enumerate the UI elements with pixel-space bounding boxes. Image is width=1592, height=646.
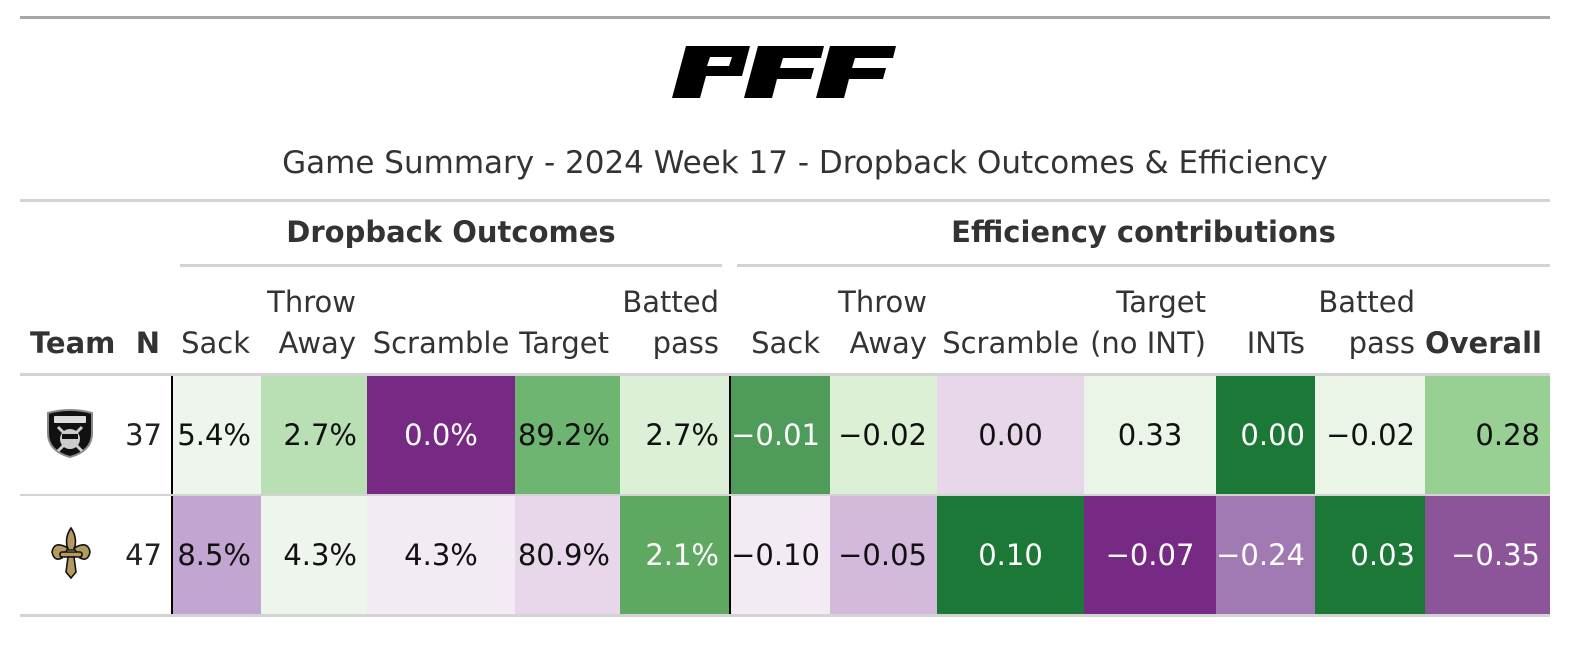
col-header-label-line1: Batted (1315, 282, 1415, 323)
col-header-label-line1: Throw (250, 282, 356, 323)
cell-outcome-sack: 8.5% (173, 496, 261, 614)
col-header-label: Target (515, 323, 609, 364)
col-header-label: Sack (731, 323, 820, 364)
col-header-label: Sack (172, 323, 250, 364)
col-header-label-line2: Away (820, 323, 927, 364)
saints-logo (48, 526, 94, 580)
cell-eff-target-no-int: 0.33 (1084, 376, 1216, 494)
col-header-label: INTs (1216, 323, 1305, 364)
col-header-label-line1: Target (1084, 282, 1206, 323)
cell-outcome-batted-pass: 2.1% (620, 496, 729, 614)
cell-eff-batted-pass: 0.03 (1315, 496, 1425, 614)
cell-eff-sack: −0.01 (731, 376, 830, 494)
cell-outcome-throw-away: 2.7% (261, 376, 367, 494)
spanner-rule-efficiency (737, 264, 1550, 267)
col-header-eff-batted-pass: Batted pass (1315, 278, 1415, 364)
col-header-label-line1: Throw (820, 282, 927, 323)
cell-n: 47 (112, 496, 172, 614)
spanner-rule-outcomes (180, 264, 722, 267)
pff-logo (672, 46, 896, 102)
cell-eff-overall: −0.35 (1425, 496, 1550, 614)
cell-eff-scramble: 0.10 (937, 496, 1084, 614)
col-header-eff-sack: Sack (731, 278, 820, 364)
cell-eff-sack: −0.10 (731, 496, 830, 614)
col-header-label-line2: (no INT) (1084, 323, 1206, 364)
cell-outcome-batted-pass: 2.7% (620, 376, 729, 494)
cell-outcome-target: 80.9% (515, 496, 620, 614)
cell-eff-throw-away: −0.05 (830, 496, 937, 614)
col-header-label-line2: Away (250, 323, 356, 364)
cell-eff-target-no-int: −0.07 (1084, 496, 1216, 614)
cell-eff-ints: −0.24 (1216, 496, 1315, 614)
col-header-eff-ints: INTs (1216, 278, 1305, 364)
row-rule (20, 494, 1550, 496)
title-rule (20, 199, 1550, 202)
cell-eff-overall: 0.28 (1425, 376, 1550, 494)
cell-outcome-throw-away: 4.3% (261, 496, 367, 614)
col-header-outcome-target: Target (515, 278, 609, 364)
bottom-rule (20, 614, 1550, 617)
cell-eff-batted-pass: −0.02 (1315, 376, 1425, 494)
col-header-eff-overall: Overall (1425, 278, 1539, 364)
cell-eff-throw-away: −0.02 (830, 376, 937, 494)
spanner-efficiency-contributions: Efficiency contributions (737, 215, 1550, 249)
col-header-n-label: N (120, 323, 160, 364)
col-header-outcome-scramble: Scramble (367, 278, 515, 364)
cell-outcome-scramble: 4.3% (367, 496, 515, 614)
spanner-dropback-outcomes: Dropback Outcomes (180, 215, 722, 249)
col-header-eff-throw-away: Throw Away (820, 278, 927, 364)
col-header-label: Scramble (937, 323, 1084, 364)
cell-outcome-scramble: 0.0% (367, 376, 515, 494)
col-header-n: N (120, 278, 160, 364)
col-header-label: Overall (1425, 323, 1539, 364)
cell-eff-ints: 0.00 (1216, 376, 1315, 494)
col-header-outcome-sack: Sack (172, 278, 250, 364)
col-header-label: Scramble (367, 323, 515, 364)
col-header-team-label: Team (30, 323, 110, 364)
cell-eff-scramble: 0.00 (937, 376, 1084, 494)
col-header-label-line2: pass (609, 323, 719, 364)
cell-n: 37 (112, 376, 172, 494)
cell-outcome-target: 89.2% (515, 376, 620, 494)
table-title: Game Summary - 2024 Week 17 - Dropback O… (20, 145, 1590, 181)
col-header-eff-target-no-int: Target (no INT) (1084, 278, 1206, 364)
col-header-label-line1: Batted (609, 282, 719, 323)
col-header-team: Team (30, 278, 110, 364)
col-header-outcome-batted-pass: Batted pass (609, 278, 719, 364)
col-header-eff-scramble: Scramble (937, 278, 1084, 364)
raiders-logo (44, 407, 96, 459)
col-header-outcome-throw-away: Throw Away (250, 278, 356, 364)
top-rule (20, 16, 1550, 19)
col-header-label-line2: pass (1315, 323, 1415, 364)
cell-outcome-sack: 5.4% (173, 376, 261, 494)
